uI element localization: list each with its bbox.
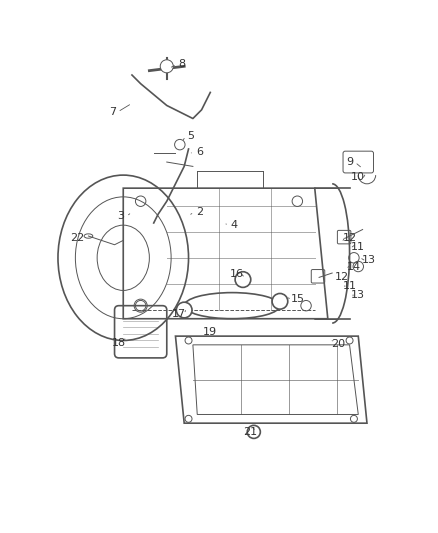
Text: 3: 3 bbox=[117, 212, 124, 221]
Text: 17: 17 bbox=[172, 309, 186, 319]
Circle shape bbox=[175, 140, 185, 150]
Circle shape bbox=[177, 302, 192, 318]
Circle shape bbox=[272, 294, 288, 309]
Text: 10: 10 bbox=[351, 172, 365, 182]
Text: 2: 2 bbox=[196, 207, 203, 217]
Text: 14: 14 bbox=[347, 262, 361, 271]
Text: 9: 9 bbox=[346, 157, 353, 167]
Text: 21: 21 bbox=[243, 427, 258, 437]
Text: 8: 8 bbox=[178, 59, 186, 69]
Circle shape bbox=[235, 272, 251, 287]
Text: 15: 15 bbox=[290, 294, 304, 304]
Text: 12: 12 bbox=[343, 233, 357, 243]
Text: 7: 7 bbox=[109, 107, 116, 117]
Text: 12: 12 bbox=[335, 272, 349, 282]
Text: 20: 20 bbox=[332, 338, 346, 349]
Text: 4: 4 bbox=[231, 220, 238, 230]
Text: 6: 6 bbox=[196, 148, 203, 157]
Text: 16: 16 bbox=[230, 269, 244, 279]
Text: 13: 13 bbox=[362, 255, 376, 265]
Text: 11: 11 bbox=[350, 242, 364, 252]
Circle shape bbox=[160, 60, 173, 73]
Text: 11: 11 bbox=[343, 281, 357, 291]
Text: 13: 13 bbox=[351, 290, 365, 300]
Text: 18: 18 bbox=[112, 338, 126, 348]
Text: 22: 22 bbox=[71, 233, 85, 243]
Text: 5: 5 bbox=[187, 131, 194, 141]
Text: 19: 19 bbox=[203, 327, 217, 337]
